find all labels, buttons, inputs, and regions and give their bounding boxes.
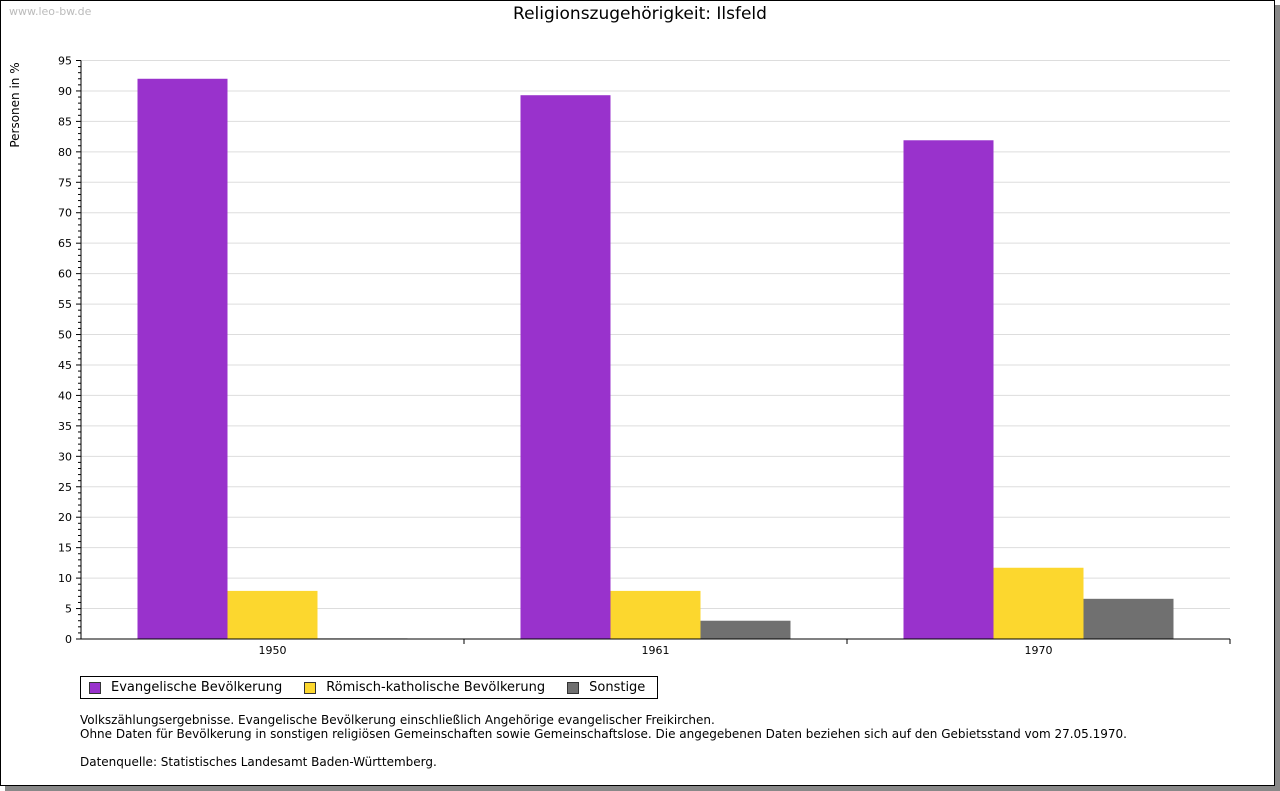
bar-r-misch-katholische-bev-lkerung-1950 bbox=[227, 590, 318, 639]
bar-chart: 0 5 10 15 20 25 30 35 40 45 50 55 60 65 70 75 80 85 90 95 19… bbox=[58, 55, 1231, 657]
y-tick-label: 90 bbox=[58, 85, 72, 98]
watermark: www.leo-bw.de bbox=[9, 5, 92, 18]
note-1: Volkszählungsergebnisse. Evangelische Be… bbox=[80, 713, 715, 727]
legend-swatch bbox=[89, 681, 101, 694]
legend-label: Evangelische Bevölkerung bbox=[111, 680, 283, 695]
y-tick-label: 15 bbox=[58, 542, 72, 555]
y-tick-label: 40 bbox=[58, 389, 72, 402]
y-tick-label: 70 bbox=[58, 207, 72, 220]
legend-item: Sonstige bbox=[567, 680, 645, 695]
y-tick-label: 0 bbox=[65, 633, 72, 646]
y-tick-label: 35 bbox=[58, 420, 72, 433]
bar-r-misch-katholische-bev-lkerung-1961 bbox=[610, 590, 701, 639]
legend-item: Römisch-katholische Bevölkerung bbox=[304, 680, 545, 695]
y-tick-label: 80 bbox=[58, 146, 72, 159]
legend-swatch bbox=[304, 681, 317, 694]
y-tick-label: 55 bbox=[58, 298, 72, 311]
bar-evangelische-bev-lkerung-1950 bbox=[137, 78, 228, 639]
y-tick-label: 75 bbox=[58, 176, 72, 189]
legend-label: Sonstige bbox=[589, 680, 646, 695]
y-tick-label: 10 bbox=[58, 572, 72, 585]
bar-sonstige-1961 bbox=[700, 620, 791, 639]
y-tick-label: 60 bbox=[58, 268, 72, 281]
x-tick-label: 1970 bbox=[1025, 644, 1053, 657]
y-tick-label: 30 bbox=[58, 450, 72, 463]
legend: Evangelische Bevölkerung Römisch-katholis… bbox=[80, 676, 659, 699]
y-tick-label: 95 bbox=[58, 55, 72, 68]
data-source: Datenquelle: Statistisches Landesamt Bad… bbox=[80, 755, 437, 769]
bar-evangelische-bev-lkerung-1970 bbox=[903, 140, 994, 640]
legend-label: Römisch-katholische Bevölkerung bbox=[326, 680, 546, 695]
y-tick-label: 50 bbox=[58, 329, 72, 342]
y-tick-label: 5 bbox=[65, 603, 72, 616]
y-tick-label: 20 bbox=[58, 511, 72, 524]
legend-swatch bbox=[567, 681, 580, 694]
bar-sonstige-1970 bbox=[1083, 598, 1174, 639]
y-tick-label: 45 bbox=[58, 359, 72, 372]
y-tick-label: 25 bbox=[58, 481, 72, 494]
x-tick-label: 1950 bbox=[259, 644, 287, 657]
bar-evangelische-bev-lkerung-1961 bbox=[520, 95, 611, 639]
y-tick-label: 85 bbox=[58, 115, 72, 128]
x-tick-label: 1961 bbox=[642, 644, 670, 657]
bar-r-misch-katholische-bev-lkerung-1970 bbox=[993, 567, 1084, 639]
y-tick-label: 65 bbox=[58, 237, 72, 250]
note-2: Ohne Daten für Bevölkerung in sonstigen … bbox=[80, 727, 1127, 741]
footnotes: Volkszählungsergebnisse. Evangelische Be… bbox=[80, 713, 1127, 769]
legend-item: Evangelische Bevölkerung bbox=[89, 680, 282, 695]
chart-title: Religionszugehörigkeit: Ilsfeld bbox=[513, 4, 767, 24]
